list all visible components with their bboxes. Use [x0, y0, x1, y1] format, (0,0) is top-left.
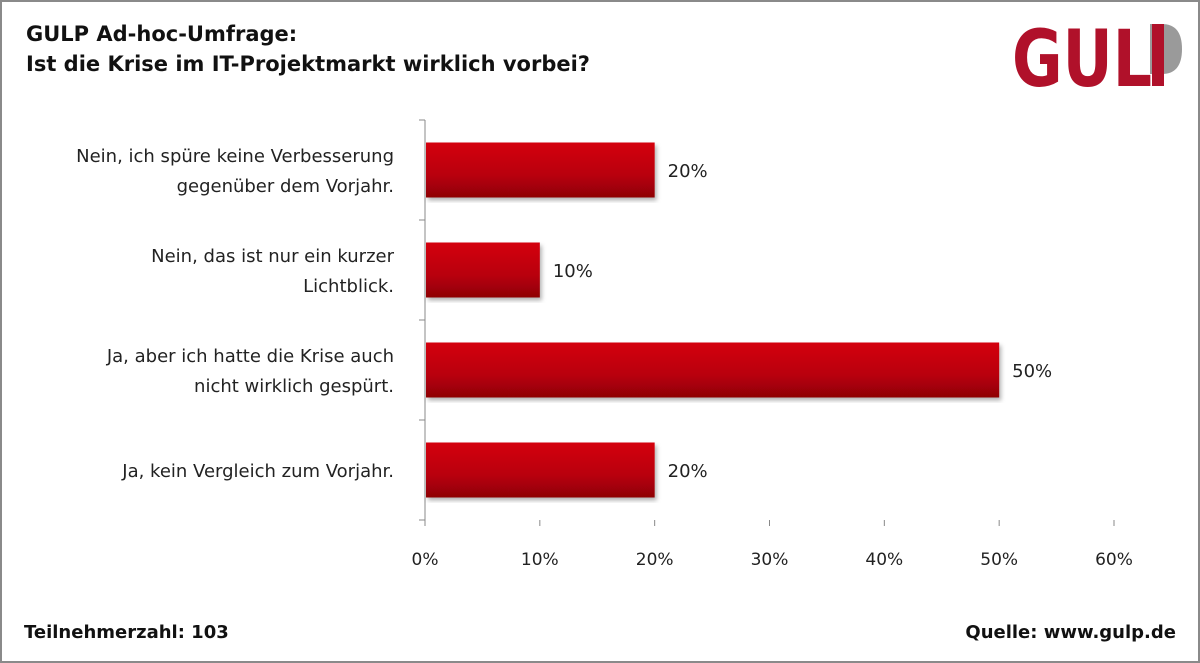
category-label: Lichtblick. — [303, 276, 394, 297]
x-tick-label: 20% — [636, 550, 674, 570]
data-label: 10% — [553, 261, 593, 282]
x-tick-label: 40% — [865, 550, 903, 570]
category-label: nicht wirklich gespürt. — [194, 376, 394, 397]
chart-title-line1: GULP Ad-hoc-Umfrage: — [26, 22, 298, 46]
bar — [426, 242, 540, 298]
category-label: Nein, das ist nur ein kurzer — [151, 246, 394, 267]
category-label: Ja, kein Vergleich zum Vorjahr. — [121, 461, 394, 482]
svg-text:GUL: GUL — [1012, 16, 1152, 96]
bar — [426, 442, 655, 498]
category-label: Nein, ich spüre keine Verbesserung — [76, 146, 394, 167]
category-label: gegenüber dem Vorjahr. — [177, 176, 394, 197]
chart-title-line2: Ist die Krise im IT-Projektmarkt wirklic… — [26, 52, 590, 76]
category-label: Ja, aber ich hatte die Krise auch — [106, 346, 394, 367]
x-tick-label: 30% — [751, 550, 789, 570]
bar-chart: 0% 10% 20% 30% 40% 50% 60% 20% Nein, ich spüre k… — [76, 119, 1133, 570]
gulp-logo: GUL — [1012, 16, 1182, 96]
x-tick-label: 50% — [980, 550, 1018, 570]
x-tick-label: 10% — [521, 550, 559, 570]
x-tick-label: 0% — [412, 550, 439, 570]
data-label: 50% — [1012, 361, 1052, 382]
x-tick-label: 60% — [1095, 550, 1133, 570]
bar — [426, 342, 1000, 398]
participants-count: Teilnehmerzahl: 103 — [24, 622, 229, 643]
source-label: Quelle: www.gulp.de — [965, 622, 1176, 643]
bar — [426, 142, 655, 198]
data-label: 20% — [668, 161, 708, 182]
data-label: 20% — [668, 461, 708, 482]
